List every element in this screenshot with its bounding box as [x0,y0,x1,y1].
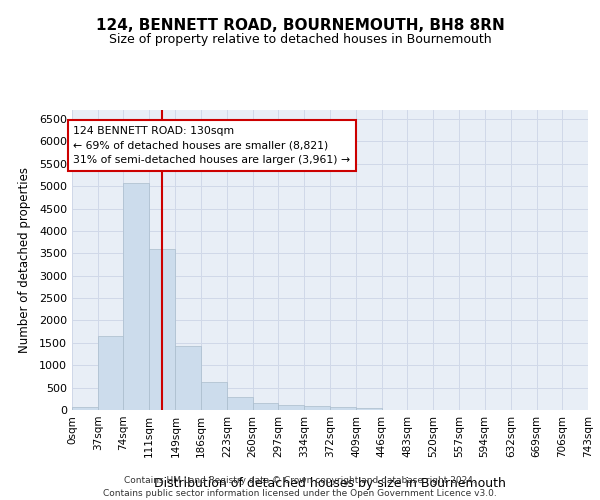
Text: 124, BENNETT ROAD, BOURNEMOUTH, BH8 8RN: 124, BENNETT ROAD, BOURNEMOUTH, BH8 8RN [95,18,505,32]
Bar [201,382,227,410]
Bar [149,249,175,410]
Bar [253,404,278,410]
Bar [124,183,149,410]
Bar [356,408,382,410]
Text: 124 BENNETT ROAD: 130sqm
← 69% of detached houses are smaller (8,821)
31% of sem: 124 BENNETT ROAD: 130sqm ← 69% of detach… [73,126,350,166]
Bar [227,397,253,410]
Bar [331,408,356,410]
Text: Distribution of detached houses by size in Bournemouth: Distribution of detached houses by size … [154,477,506,490]
Bar [175,346,201,410]
Bar [98,336,124,410]
Bar [304,406,331,410]
Y-axis label: Number of detached properties: Number of detached properties [17,167,31,353]
Text: Size of property relative to detached houses in Bournemouth: Size of property relative to detached ho… [109,32,491,46]
Bar [278,405,304,410]
Text: Contains HM Land Registry data © Crown copyright and database right 2024.
Contai: Contains HM Land Registry data © Crown c… [103,476,497,498]
Bar [72,406,98,410]
